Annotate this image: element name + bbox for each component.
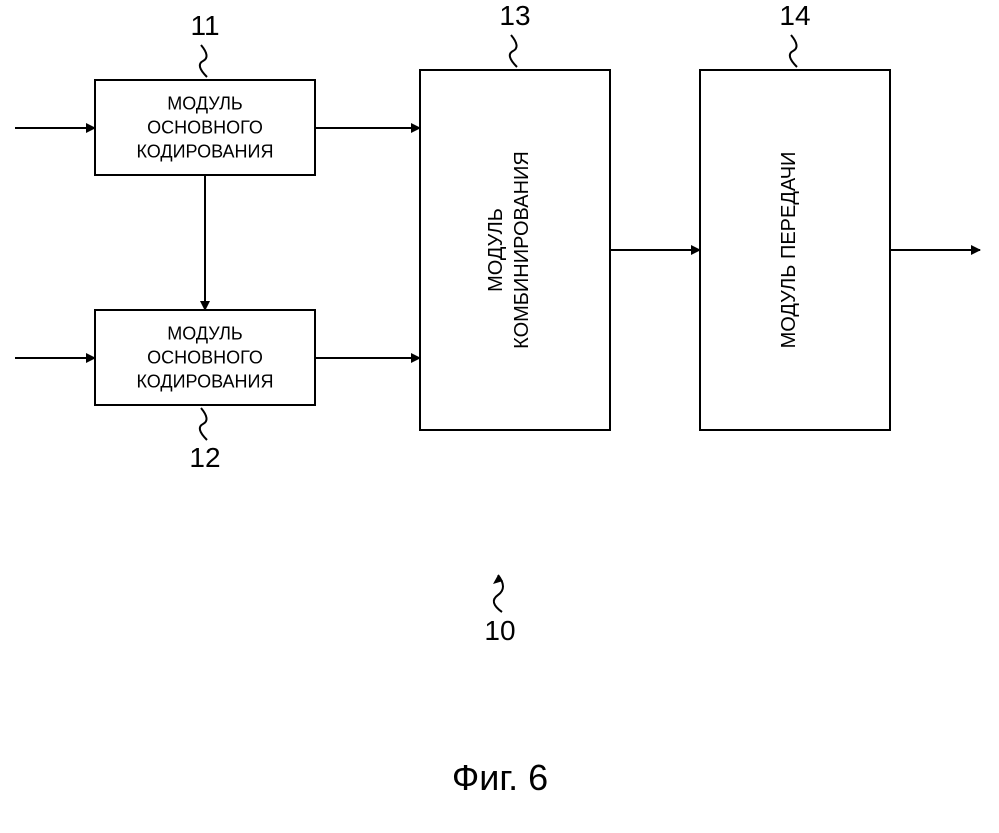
block13-text-1: КОМБИНИРОВАНИЯ (511, 151, 533, 349)
block-diagram: МОДУЛЬ ОСНОВНОГО КОДИРОВАНИЯ 11 МОДУЛЬ ОСНОВН… (0, 0, 999, 833)
block12-ref-label: 12 (189, 442, 220, 473)
block11-ref-label: 11 (190, 10, 219, 41)
block12-text-2: КОДИРОВАНИЯ (137, 372, 274, 392)
block12-text-1: ОСНОВНОГО (147, 348, 263, 368)
block12-text-0: МОДУЛЬ (167, 324, 242, 344)
block11-text-0: МОДУЛЬ (167, 94, 242, 114)
block14-ref-label: 14 (779, 0, 810, 31)
block11-text-1: ОСНОВНОГО (147, 118, 263, 138)
block13-ref-label: 13 (499, 0, 530, 31)
block13-text-0: МОДУЛЬ (485, 208, 507, 292)
block14-text-0: МОДУЛЬ ПЕРЕДАЧИ (778, 152, 800, 349)
diagram-ref-label: 10 (484, 615, 515, 646)
block11-text-2: КОДИРОВАНИЯ (137, 142, 274, 162)
figure-caption: Фиг. 6 (452, 757, 548, 798)
